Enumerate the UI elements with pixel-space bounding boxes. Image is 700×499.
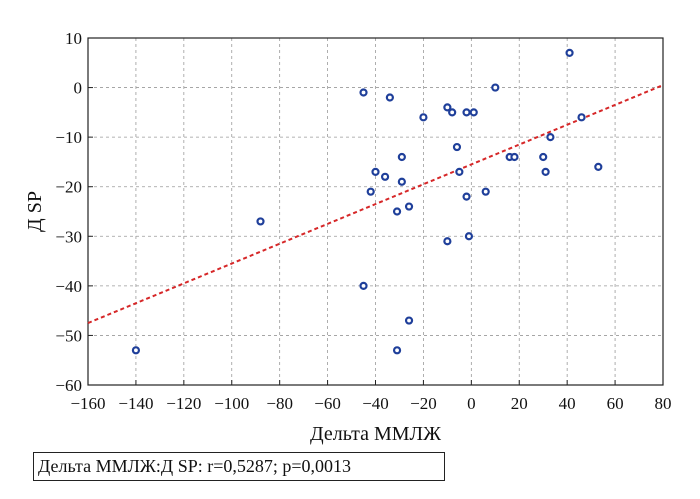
y-tick-label: −10 — [55, 128, 82, 147]
x-axis-label: Дельта ММЛЖ — [310, 423, 441, 445]
data-point — [455, 167, 464, 176]
data-point — [392, 207, 402, 216]
x-tick-label: −20 — [410, 394, 437, 413]
x-tick-label: −80 — [266, 394, 293, 413]
data-point — [419, 113, 428, 122]
x-tick-label: 20 — [511, 394, 528, 413]
axis-ticks: −160 −140 −120 −100 −80 −60 −40 −20 0 20 40 60 80100… — [55, 29, 671, 413]
data-point — [256, 217, 265, 226]
data-point — [380, 172, 390, 181]
data-point — [510, 152, 519, 162]
x-tick-label: −160 — [70, 394, 105, 413]
regression-line — [87, 84, 664, 324]
data-point — [359, 88, 368, 97]
data-point — [385, 93, 394, 102]
data-point — [539, 152, 548, 162]
data-point — [448, 108, 457, 117]
y-tick-label: −60 — [55, 376, 82, 395]
data-point — [481, 187, 490, 196]
data-point — [366, 187, 375, 196]
data-point — [392, 346, 402, 355]
data-point — [541, 167, 550, 176]
y-tick-label: 10 — [65, 29, 82, 48]
data-point — [469, 108, 478, 117]
x-tick-label: −40 — [362, 394, 389, 413]
x-tick-label: −100 — [214, 394, 249, 413]
y-axis-label: Д SP — [24, 191, 46, 232]
y-tick-label: −50 — [55, 326, 82, 345]
data-point — [371, 167, 380, 176]
data-point — [404, 316, 414, 325]
x-tick-label: 0 — [467, 394, 476, 413]
data-point — [397, 177, 406, 186]
data-point — [131, 346, 141, 355]
data-point — [443, 103, 452, 112]
data-point — [359, 281, 368, 290]
data-point — [577, 113, 586, 122]
grid-lines — [88, 38, 663, 385]
data-point — [462, 108, 471, 117]
y-tick-label: −20 — [55, 178, 82, 197]
data-point — [565, 48, 574, 57]
x-tick-label: 80 — [655, 394, 672, 413]
data-point — [443, 237, 452, 246]
data-point — [464, 232, 474, 241]
x-tick-label: 40 — [559, 394, 576, 413]
data-point — [491, 83, 500, 92]
x-tick-label: −120 — [166, 394, 201, 413]
y-tick-label: 0 — [74, 79, 83, 98]
data-point — [462, 192, 471, 201]
x-tick-label: −140 — [118, 394, 153, 413]
data-point — [404, 202, 414, 211]
data-point — [546, 133, 555, 142]
data-points — [131, 48, 603, 355]
data-point — [594, 162, 603, 171]
data-point — [397, 152, 406, 162]
x-tick-label: 60 — [607, 394, 624, 413]
x-tick-label: −60 — [314, 394, 341, 413]
data-point — [452, 142, 462, 152]
y-tick-label: −30 — [55, 227, 82, 246]
y-tick-label: −40 — [55, 277, 82, 296]
correlation-stat-box: Дельта ММЛЖ:Д SP: r=0,5287; p=0,0013 — [33, 452, 445, 481]
